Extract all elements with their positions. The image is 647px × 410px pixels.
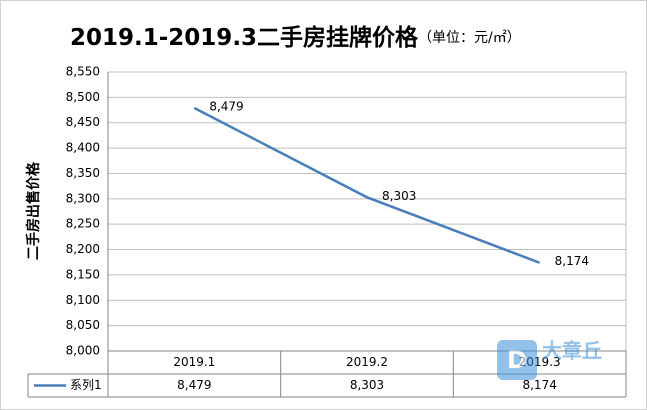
data-label: 8,479 — [209, 100, 243, 114]
x-tick-label: 2019.1 — [173, 355, 215, 369]
y-tick-label: 8,250 — [66, 217, 100, 231]
y-tick-label: 8,550 — [66, 65, 100, 79]
y-tick-label: 8,000 — [66, 344, 100, 358]
y-tick-label: 8,100 — [66, 293, 100, 307]
data-label: 8,303 — [382, 189, 416, 203]
y-axis-label: 二手房出售价格 — [25, 161, 42, 260]
watermark-text: 大章丘 — [542, 339, 602, 363]
title-main: 2019.1-2019.3二手房挂牌价格 — [70, 24, 419, 51]
line-series — [193, 106, 541, 264]
watermark: D 大章丘 — [497, 339, 602, 380]
y-tick-label: 8,400 — [66, 141, 100, 155]
y-tick-label: 8,050 — [66, 318, 100, 332]
y-tick-label: 8,150 — [66, 267, 100, 281]
watermark-logo-bg — [497, 340, 537, 380]
y-tick-label: 8,200 — [66, 242, 100, 256]
y-tick-label: 8,350 — [66, 166, 100, 180]
data-label: 8,174 — [555, 254, 589, 268]
y-tick-label: 8,300 — [66, 191, 100, 205]
y-tick-label: 8,500 — [66, 90, 100, 104]
title-unit: （单位：元/㎡） — [418, 30, 521, 46]
watermark-logo: D — [507, 346, 527, 374]
table-value: 8,174 — [522, 378, 556, 392]
table-value: 8,303 — [350, 378, 384, 392]
x-tick-label: 2019.2 — [346, 355, 388, 369]
y-tick-label: 8,450 — [66, 115, 100, 129]
legend-label: 系列1 — [70, 378, 102, 392]
chart-title: 2019.1-2019.3二手房挂牌价格（单位：元/㎡） — [70, 24, 521, 51]
table-value: 8,479 — [177, 378, 211, 392]
